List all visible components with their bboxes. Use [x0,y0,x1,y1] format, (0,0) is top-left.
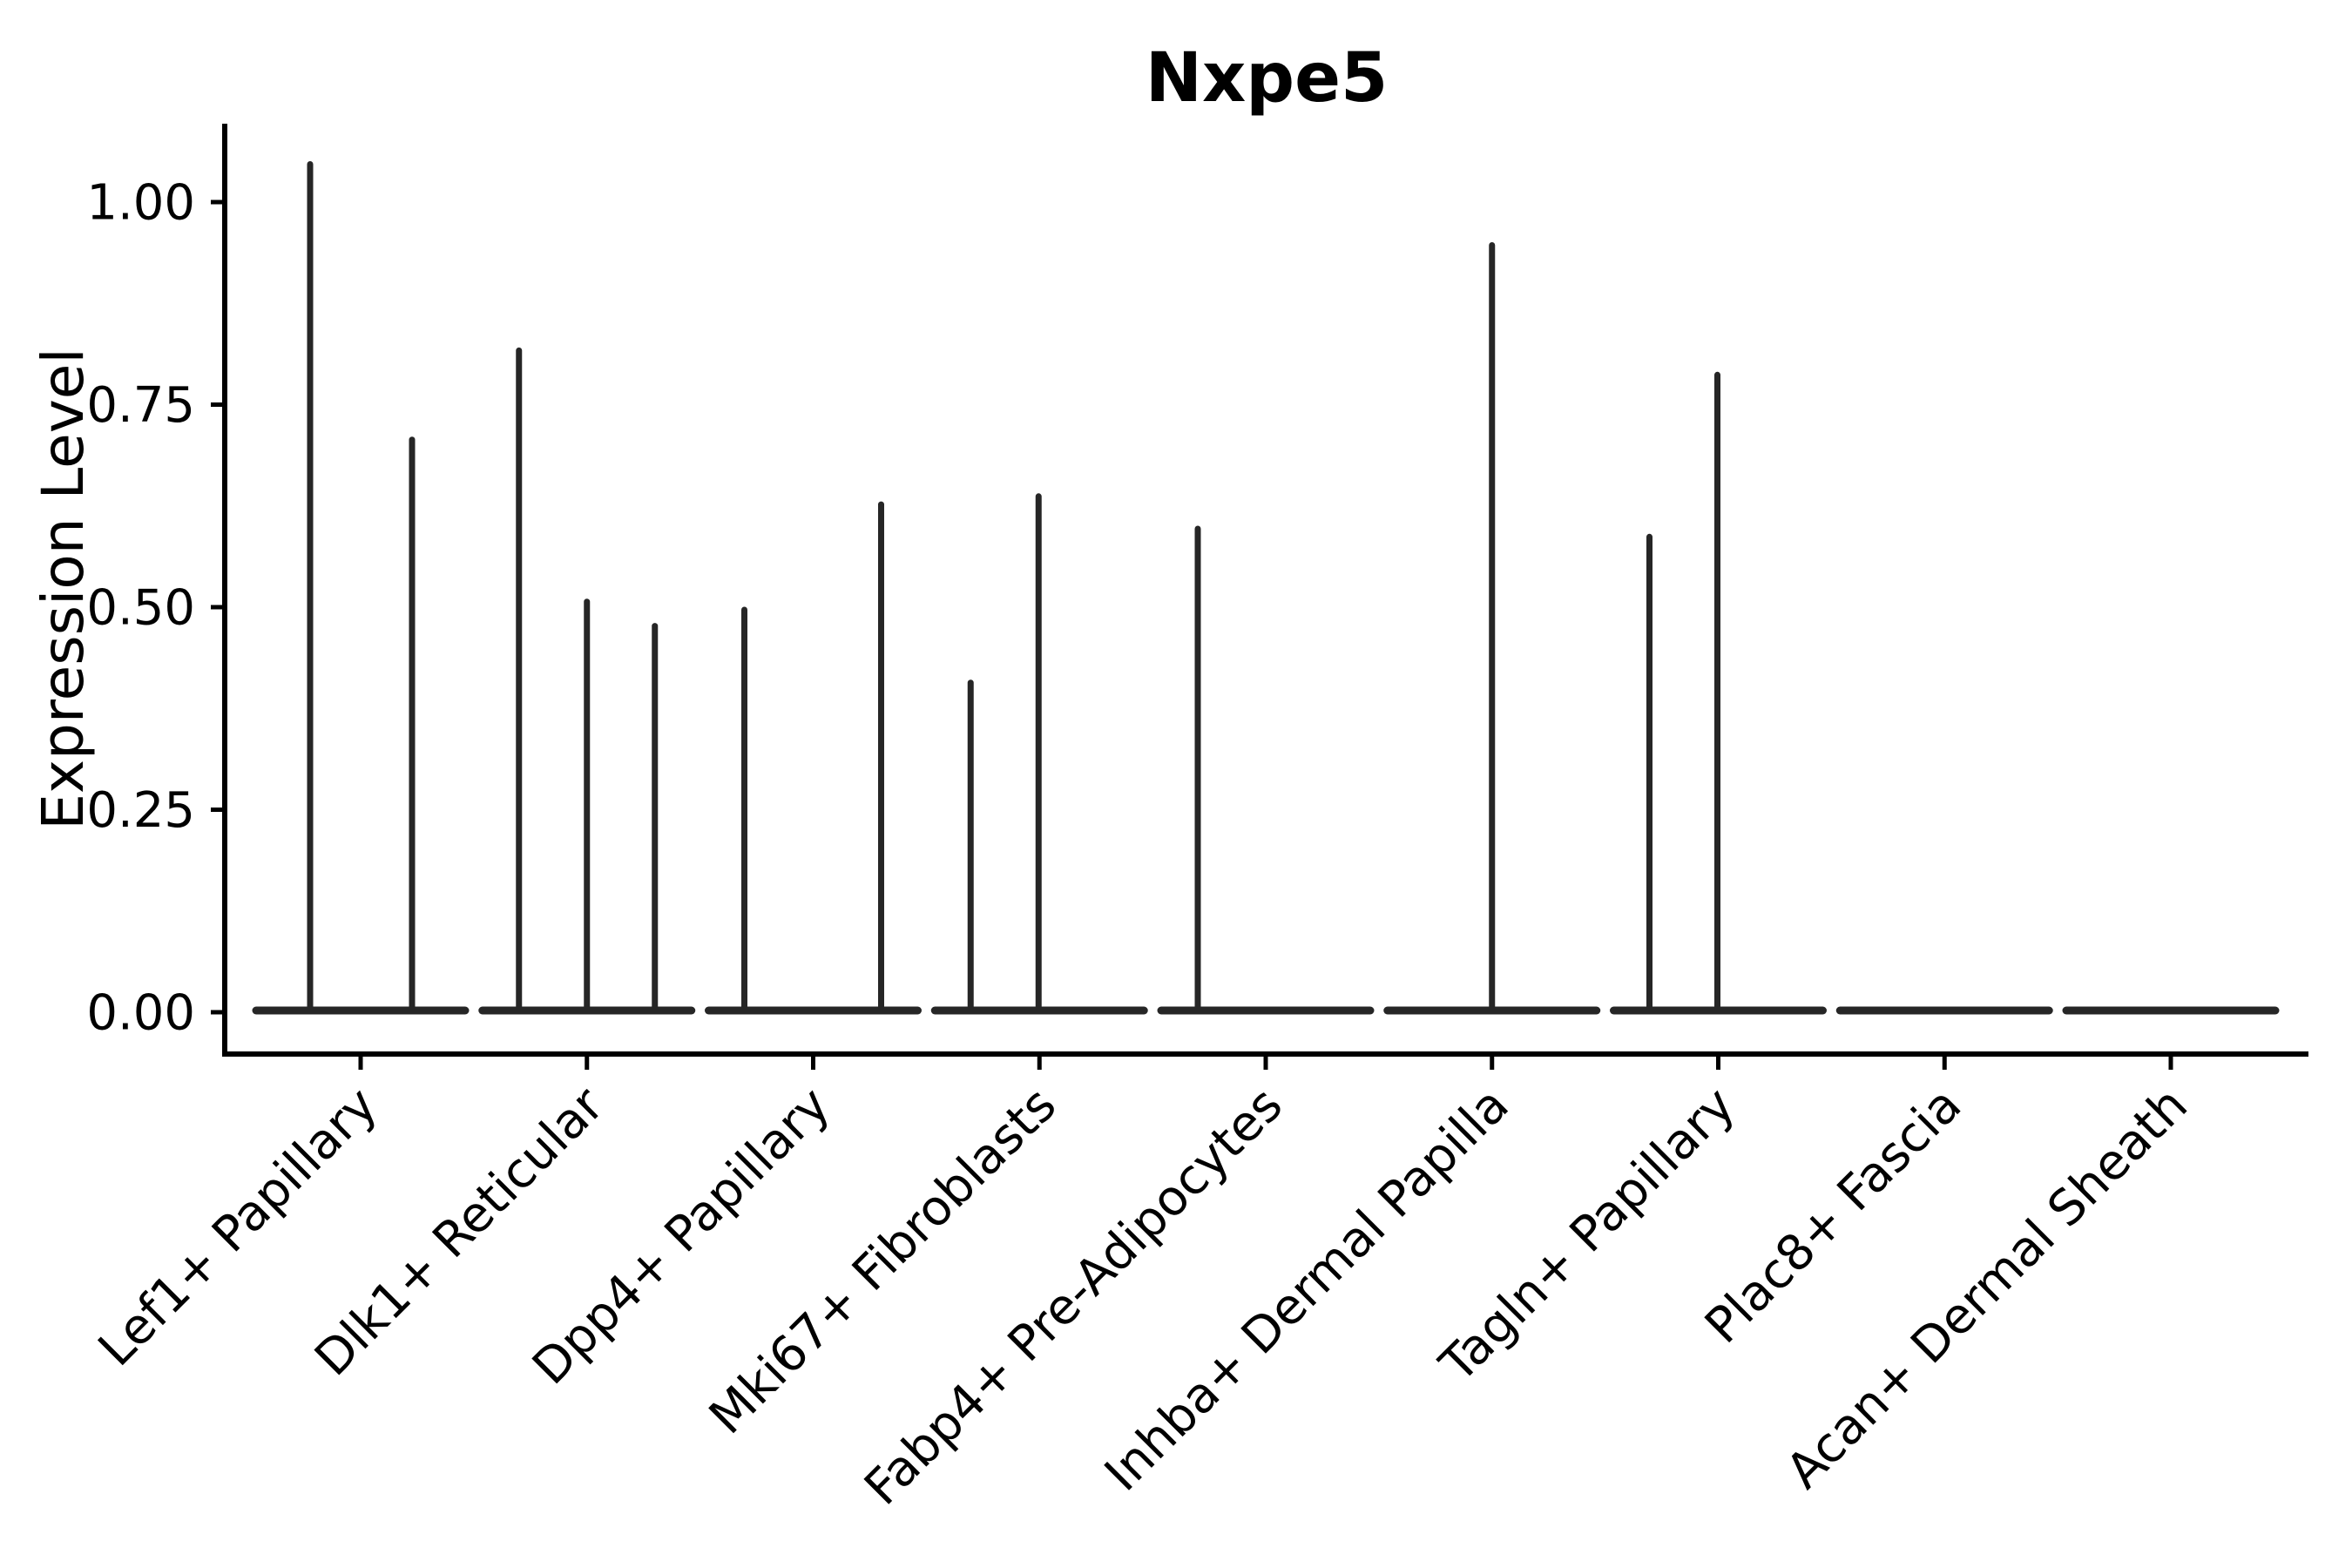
violin [252,161,470,1015]
violin [1383,242,1601,1015]
x-tick-label: Acan+ Dermal Sheath [1775,1077,2199,1500]
x-tick-label: Fabp4+ Pre-Adipocytes [854,1077,1294,1517]
y-tick-label: 0.00 [86,985,195,1042]
y-ticks-layer: 1.00 0.75 0.50 0.25 0.00 [86,175,225,1042]
violin [705,501,922,1015]
x-tick-label: Inhba+ Dermal Papilla [1094,1077,1520,1503]
chart-title: Nxpe5 [1146,39,1389,118]
violins-layer [252,161,2280,1015]
violin [1157,525,1375,1015]
y-tick-label: 1.00 [86,175,195,232]
y-tick-label: 0.50 [86,580,195,637]
axes-layer [222,124,2308,1057]
violin [478,347,696,1015]
y-tick-label: 0.25 [86,782,195,839]
y-axis-label: Expression Level [30,348,97,829]
violin [1610,371,1827,1015]
y-tick-label: 0.75 [86,377,195,434]
violin [930,493,1148,1015]
